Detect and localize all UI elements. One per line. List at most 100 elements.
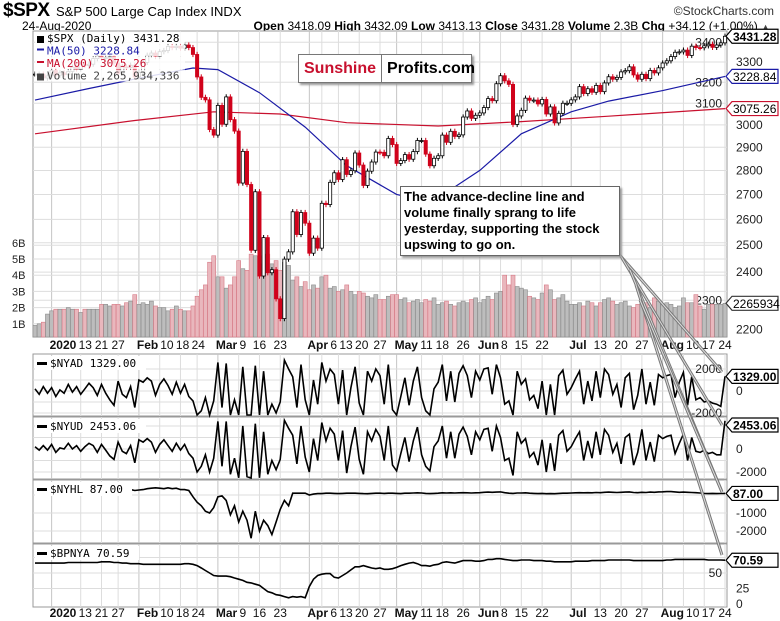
volume-bar [460,300,466,338]
candle-body [523,97,528,111]
x-axis-label: May [395,338,419,352]
candle-body [402,154,407,162]
price-axis-label: 2300 [695,293,722,307]
volume-bar [319,276,325,338]
volume-bar [369,297,374,338]
volume-bar [527,295,532,338]
x-axis-label: 15 [515,338,529,352]
volume-axis-label: 6B [12,238,25,250]
indicator-legend-bg [35,482,132,496]
x-axis-label: 16 [253,606,267,620]
candle-body [207,99,212,130]
volume-bar [427,300,433,338]
volume-axis-label: 2B [12,303,25,315]
volume-bar [157,307,162,338]
candle-body [344,159,349,175]
indicator-legend-label: $NYHL 87.00 [50,483,123,496]
volume-bar [568,304,574,338]
x-axis-label: 26 [456,338,470,352]
volume-bar [627,305,632,338]
x-axis-label: 18 [176,606,190,620]
volume-bar [45,313,50,338]
x-axis-label: 10 [686,606,700,620]
x-axis-label: 10 [160,338,174,352]
volume-bar [456,302,462,338]
logo-part-sunshine: Sunshine [299,55,383,82]
x-axis-label: 27 [111,338,125,352]
volume-bar [485,295,491,338]
x-axis-label: 9 [240,338,247,352]
volume-bar [589,302,595,338]
legend-bg [35,44,185,57]
candle-body [465,110,470,118]
x-axis-label: 10 [160,606,174,620]
volume-bar [535,299,541,338]
volume-bar [390,294,395,338]
candle-body [319,202,324,249]
volume-bar [78,312,84,338]
volume-axis-label: 3B [12,286,25,298]
x-axis-label: 21 [95,606,109,620]
volume-bar [236,260,241,338]
price-axis-label: 2900 [736,140,763,154]
volume-bar [394,294,399,338]
candle-body [228,96,233,121]
volume-bar [361,292,366,338]
volume-axis-label: 1B [12,319,25,331]
volume-bar [182,310,187,338]
volume-bar [253,255,258,338]
price-axis-label: 2800 [736,163,763,177]
price-legend: $SPX (Daily) 3431.28 [47,32,179,45]
volume-bar [161,307,167,338]
candle-body [265,237,270,274]
candle-body [544,99,549,115]
volume-bar [70,308,75,338]
candle-body [494,83,499,102]
volume-bar [635,304,641,338]
stockcharts-brand[interactable]: ©StockCharts.com [673,4,774,18]
legend-bg [35,69,185,82]
annotation-arrow-highlight [635,284,723,556]
candle-body [407,154,412,160]
indicator-legend-label: $NYUD 2453.06 [50,420,136,433]
volume-bar [340,289,345,338]
volume-bar [523,289,528,338]
candle-body [702,45,707,49]
volume-bar [211,255,217,338]
volume-bar [132,294,138,338]
indicator-axis-label: -1000 [736,506,767,520]
candle-body [365,170,370,186]
candle-body [369,161,374,172]
x-axis-label: 20 [355,338,369,352]
candle-body [631,66,636,76]
candle-body [610,76,615,80]
volume-bar [74,308,79,338]
candle-body [627,66,632,72]
candle-body [506,80,511,85]
candle-body [299,212,304,235]
x-axis-label: Feb [137,338,158,352]
indicator-line-3 [35,557,726,599]
volume-bar [373,294,379,338]
indicator-axis-label: 0 [736,442,743,456]
x-axis-label: 2020 [50,338,77,352]
volume-bar [431,297,437,338]
volume-bar [336,291,341,338]
volume-bar [331,286,337,338]
candle-body [614,76,619,80]
candle-body [186,44,191,48]
candle-body [328,181,333,205]
candle-body [286,251,291,260]
candle-body [411,151,416,160]
line-legend-icon [37,425,47,428]
volume-bar [115,304,121,338]
x-axis-label: Jun [478,338,499,352]
x-axis-label: 24 [718,338,732,352]
volume-bar [228,284,233,338]
indicator-tag-2-box [725,485,779,502]
candle-body [315,237,320,249]
volume-bar [498,291,503,338]
volume-bar [99,304,104,338]
x-axis-label: Mar [216,606,238,620]
